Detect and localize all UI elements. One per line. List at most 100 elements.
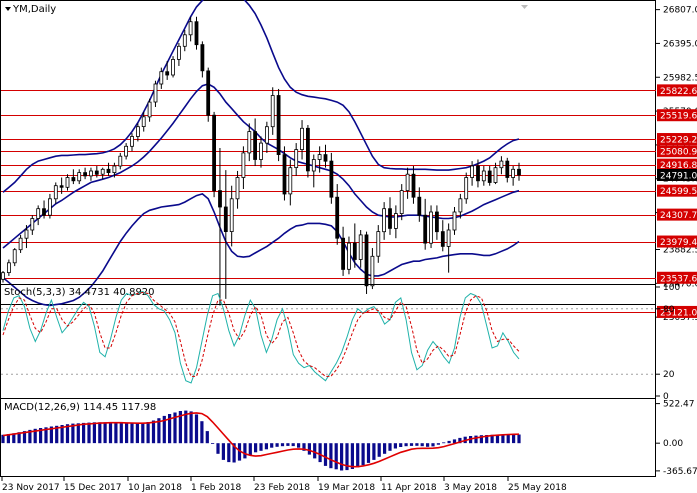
- level-tag-label: 24307.7: [660, 211, 697, 221]
- macd-bar: [22, 431, 27, 444]
- candle-bullish: [493, 167, 498, 183]
- time-axis: 23 Nov 2017 15 Dec 2017 10 Jan 2018 1 Feb 2…: [1, 477, 567, 493]
- candle-bullish: [7, 262, 11, 273]
- macd-axis: 522.47 0.00 -365.67: [656, 400, 697, 477]
- macd-bar: [135, 423, 139, 444]
- macd-bar: [490, 434, 494, 444]
- candle-bearish: [341, 237, 346, 270]
- candle-bullish: [259, 142, 263, 160]
- level-tag: [657, 84, 697, 97]
- level-tag-label: 24916.8: [660, 161, 697, 171]
- stoch-tick-label: 80: [663, 305, 675, 315]
- macd-bar: [6, 434, 10, 444]
- candle-bullish: [147, 101, 152, 118]
- candle-bearish: [94, 170, 99, 175]
- candle-bullish: [317, 154, 322, 160]
- price-panel: YM,Daily 26807.026395.025982.525570.0251…: [0, 0, 697, 323]
- candlesticks: [1, 16, 521, 306]
- candle-bearish: [352, 242, 357, 260]
- candle-bullish: [241, 152, 246, 178]
- macd-bar: [168, 414, 172, 444]
- macd-title: MACD(12,26,9) 114.45 117.98: [4, 402, 156, 413]
- macd-bar: [495, 434, 500, 444]
- macd-tick-label: 0.00: [663, 439, 683, 449]
- macd-signal-line: [2, 412, 520, 468]
- candle-bearish: [194, 21, 199, 46]
- macd-panel: MACD(12,26,9) 114.45 117.98 522.47 0.00 -3…: [0, 398, 697, 477]
- macd-bar: [205, 431, 209, 444]
- macd-bar: [39, 428, 43, 444]
- macd-bar: [259, 443, 263, 451]
- price-tick-label: 23470.0: [663, 279, 697, 289]
- level-tag: [657, 305, 697, 318]
- candle-bearish: [59, 185, 64, 188]
- candle-bullish: [141, 116, 146, 128]
- macd-bar: [297, 443, 301, 448]
- candle-bullish: [446, 229, 451, 247]
- macd-bar: [189, 411, 193, 444]
- macd-bar: [361, 443, 365, 466]
- macd-bar: [345, 443, 349, 471]
- macd-bar: [130, 423, 134, 444]
- candle-bearish: [364, 234, 369, 287]
- macd-bar: [264, 443, 268, 450]
- macd-bar: [33, 428, 37, 444]
- macd-bar: [479, 435, 483, 444]
- macd-panel-frame: [0, 398, 656, 477]
- level-tag: [657, 145, 697, 158]
- candle-bullish: [393, 213, 398, 229]
- level-tag: [657, 271, 697, 284]
- candle-bearish: [505, 160, 510, 178]
- macd-bar: [71, 423, 75, 444]
- candle-bearish: [71, 177, 76, 182]
- candle-bearish: [487, 170, 492, 183]
- macd-bar: [211, 443, 215, 444]
- macd-bar: [512, 434, 516, 444]
- candle-bullish: [65, 177, 70, 188]
- candle-bullish: [452, 211, 457, 231]
- candle-bearish: [165, 71, 170, 76]
- candle-bullish: [1, 272, 5, 280]
- macd-bar: [409, 443, 414, 446]
- macd-bar: [280, 443, 285, 447]
- candle-bullish: [382, 208, 387, 233]
- macd-bar: [506, 434, 510, 444]
- candle-bullish: [347, 242, 351, 270]
- stochastic-lines: [1, 290, 656, 384]
- level-tag-label: 25080.9: [660, 148, 697, 158]
- candle-bullish: [270, 95, 275, 128]
- candle-bullish: [470, 165, 475, 178]
- time-tick-label: 11 Apr 2018: [381, 483, 437, 493]
- stoch-tick-label: 0: [663, 392, 669, 402]
- candle-bullish: [100, 168, 105, 175]
- macd-bar: [388, 443, 392, 451]
- level-tag-label: 24599.5: [660, 187, 697, 197]
- time-tick-label: 1 Feb 2018: [191, 483, 242, 493]
- candle-bullish: [182, 34, 187, 47]
- candle-bearish: [200, 44, 205, 72]
- time-tick-label: 10 Jan 2018: [128, 483, 182, 493]
- macd-bar: [291, 443, 295, 447]
- macd-bar: [216, 443, 220, 454]
- macd-bar: [431, 443, 435, 447]
- macd-bar: [485, 435, 489, 444]
- candle-bullish: [399, 190, 404, 215]
- support-resistance-levels: [1, 90, 656, 313]
- macd-bar: [393, 443, 397, 449]
- macd-bar: [82, 422, 86, 444]
- macd-bar: [366, 443, 371, 463]
- macd-histogram: [1, 410, 521, 471]
- macd-bar: [119, 422, 123, 444]
- candle-bearish: [434, 211, 439, 233]
- level-tag: [657, 133, 697, 146]
- macd-bar: [232, 443, 236, 463]
- candle-bullish: [159, 71, 164, 85]
- macd-bar: [173, 412, 177, 444]
- time-tick-label: 23 Nov 2017: [2, 483, 60, 493]
- time-tick-label: 25 May 2018: [508, 483, 567, 493]
- time-tick-label: 15 Dec 2017: [64, 483, 122, 493]
- candle-bearish: [329, 160, 334, 198]
- macd-bar: [141, 422, 145, 444]
- candle-bearish: [440, 231, 445, 247]
